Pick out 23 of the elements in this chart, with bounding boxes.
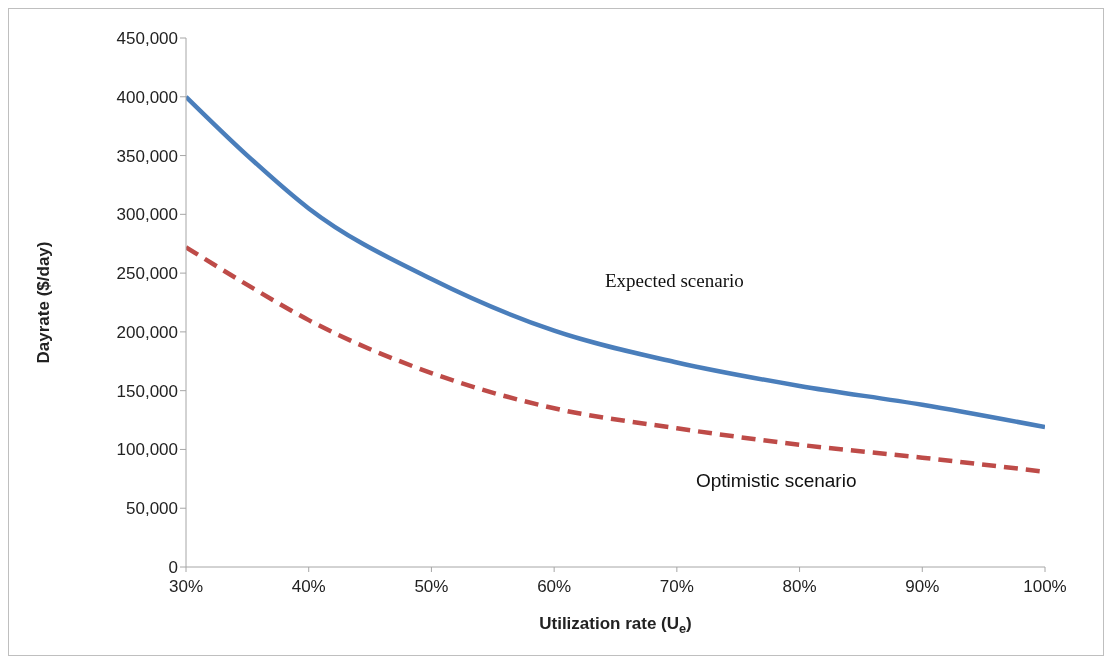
x-tick-label: 50%: [414, 577, 449, 597]
x-tick-label: 70%: [659, 577, 694, 597]
y-tick-label: 250,000: [116, 264, 178, 284]
x-axis-title: Utilization rate (U$_{e}$): [539, 614, 692, 636]
y-tick-label: 100,000: [116, 440, 178, 460]
x-tick-label: 40%: [291, 577, 326, 597]
x-tick-label: 30%: [168, 577, 204, 597]
y-tick-label: 150,000: [116, 381, 178, 401]
y-tick-label: 50,000: [126, 499, 178, 519]
y-tick-label: 200,000: [116, 322, 178, 342]
x-tick-label: 60%: [537, 577, 572, 597]
annotation: Optimistic scenario: [696, 470, 857, 492]
y-axis-title: Dayrate ($/day): [34, 241, 54, 364]
annotation: Expected scenario: [605, 270, 744, 292]
x-tick-label: 80%: [782, 577, 817, 597]
y-tick-label: 0: [168, 558, 178, 578]
y-tick-label: 400,000: [116, 87, 178, 107]
x-tick-label: 100%: [1023, 577, 1067, 597]
y-tick-label: 350,000: [116, 146, 178, 166]
x-tick-label: 90%: [905, 577, 940, 597]
y-tick-label: 450,000: [116, 29, 178, 49]
y-tick-label: 300,000: [116, 205, 178, 225]
line-series: [186, 94, 1045, 430]
